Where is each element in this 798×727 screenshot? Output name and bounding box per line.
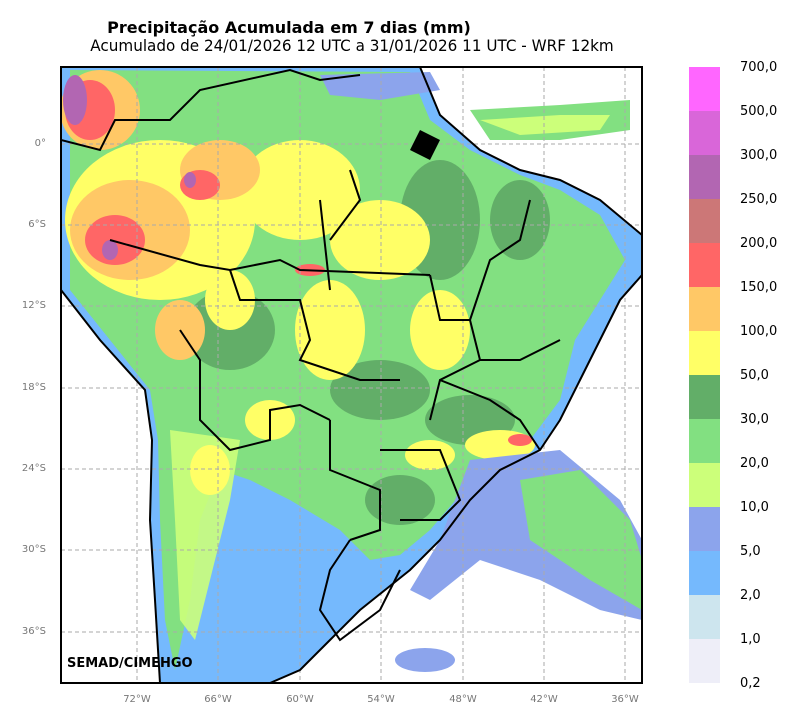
- lon-label: 42°W: [530, 694, 558, 705]
- lon-label: 54°W: [367, 694, 395, 705]
- chart-subtitle: Acumulado de 24/01/2026 12 UTC a 31/01/2…: [90, 36, 614, 55]
- colorbar-label: 30,0: [740, 412, 769, 427]
- grid-lines: [61, 67, 642, 683]
- colorbar-bin: [689, 155, 720, 199]
- lat-label: 0°: [34, 138, 46, 149]
- lon-label: 36°W: [611, 694, 639, 705]
- colorbar-label: 250,0: [740, 192, 778, 207]
- colorbar-bin: [689, 199, 720, 243]
- colorbar-bin: [689, 375, 720, 419]
- amazon-mouth-islands: [410, 130, 440, 160]
- colorbar-bin: [689, 111, 720, 155]
- colorbar-bin: [689, 595, 720, 639]
- colorbar-label: 150,0: [740, 280, 778, 295]
- lat-label: 36°S: [21, 626, 46, 637]
- colorbar-bin: [689, 551, 720, 595]
- lat-label: 12°S: [21, 300, 46, 311]
- colorbar-label: 200,0: [740, 236, 778, 251]
- colorbar-bin: [689, 287, 720, 331]
- colorbar-bin: [689, 507, 720, 551]
- colorbar-bin: [689, 419, 720, 463]
- lat-label: 24°S: [21, 463, 46, 474]
- colorbar-label: 10,0: [740, 500, 769, 515]
- colorbar-label: 5,0: [740, 544, 761, 559]
- colorbar-label: 50,0: [740, 368, 769, 383]
- precip-field-darkgreen: [185, 160, 600, 550]
- lon-label: 48°W: [449, 694, 477, 705]
- lat-label: 6°S: [28, 219, 46, 230]
- lat-label: 18°S: [21, 382, 46, 393]
- colorbar-label: 300,0: [740, 148, 778, 163]
- colorbar-label: 0,2: [740, 676, 761, 691]
- precip-field-red: [65, 80, 532, 446]
- lon-label: 66°W: [204, 694, 232, 705]
- political-borders: [61, 67, 642, 683]
- colorbar-label: 1,0: [740, 632, 761, 647]
- colorbar-label: 500,0: [740, 104, 778, 119]
- map-frame: [60, 66, 643, 684]
- colorbar-label: 100,0: [740, 324, 778, 339]
- lon-label: 60°W: [286, 694, 314, 705]
- colorbar-bin: [689, 67, 720, 111]
- colorbar-label: 700,0: [740, 60, 778, 75]
- colorbar-bin: [689, 243, 720, 287]
- ocean-precip-bands: [320, 72, 642, 672]
- colorbar-label: 20,0: [740, 456, 769, 471]
- colorbar-bin: [689, 639, 720, 683]
- colorbar-label: 2,0: [740, 588, 761, 603]
- lon-label: 72°W: [123, 694, 151, 705]
- colorbar-bin: [689, 331, 720, 375]
- chart-title: Precipitação Acumulada em 7 dias (mm): [107, 18, 471, 37]
- precip-field-purple: [63, 75, 196, 260]
- lat-label: 30°S: [21, 544, 46, 555]
- colorbar-bin: [689, 463, 720, 507]
- credit-label: SEMAD/CIMEHGO: [67, 656, 193, 671]
